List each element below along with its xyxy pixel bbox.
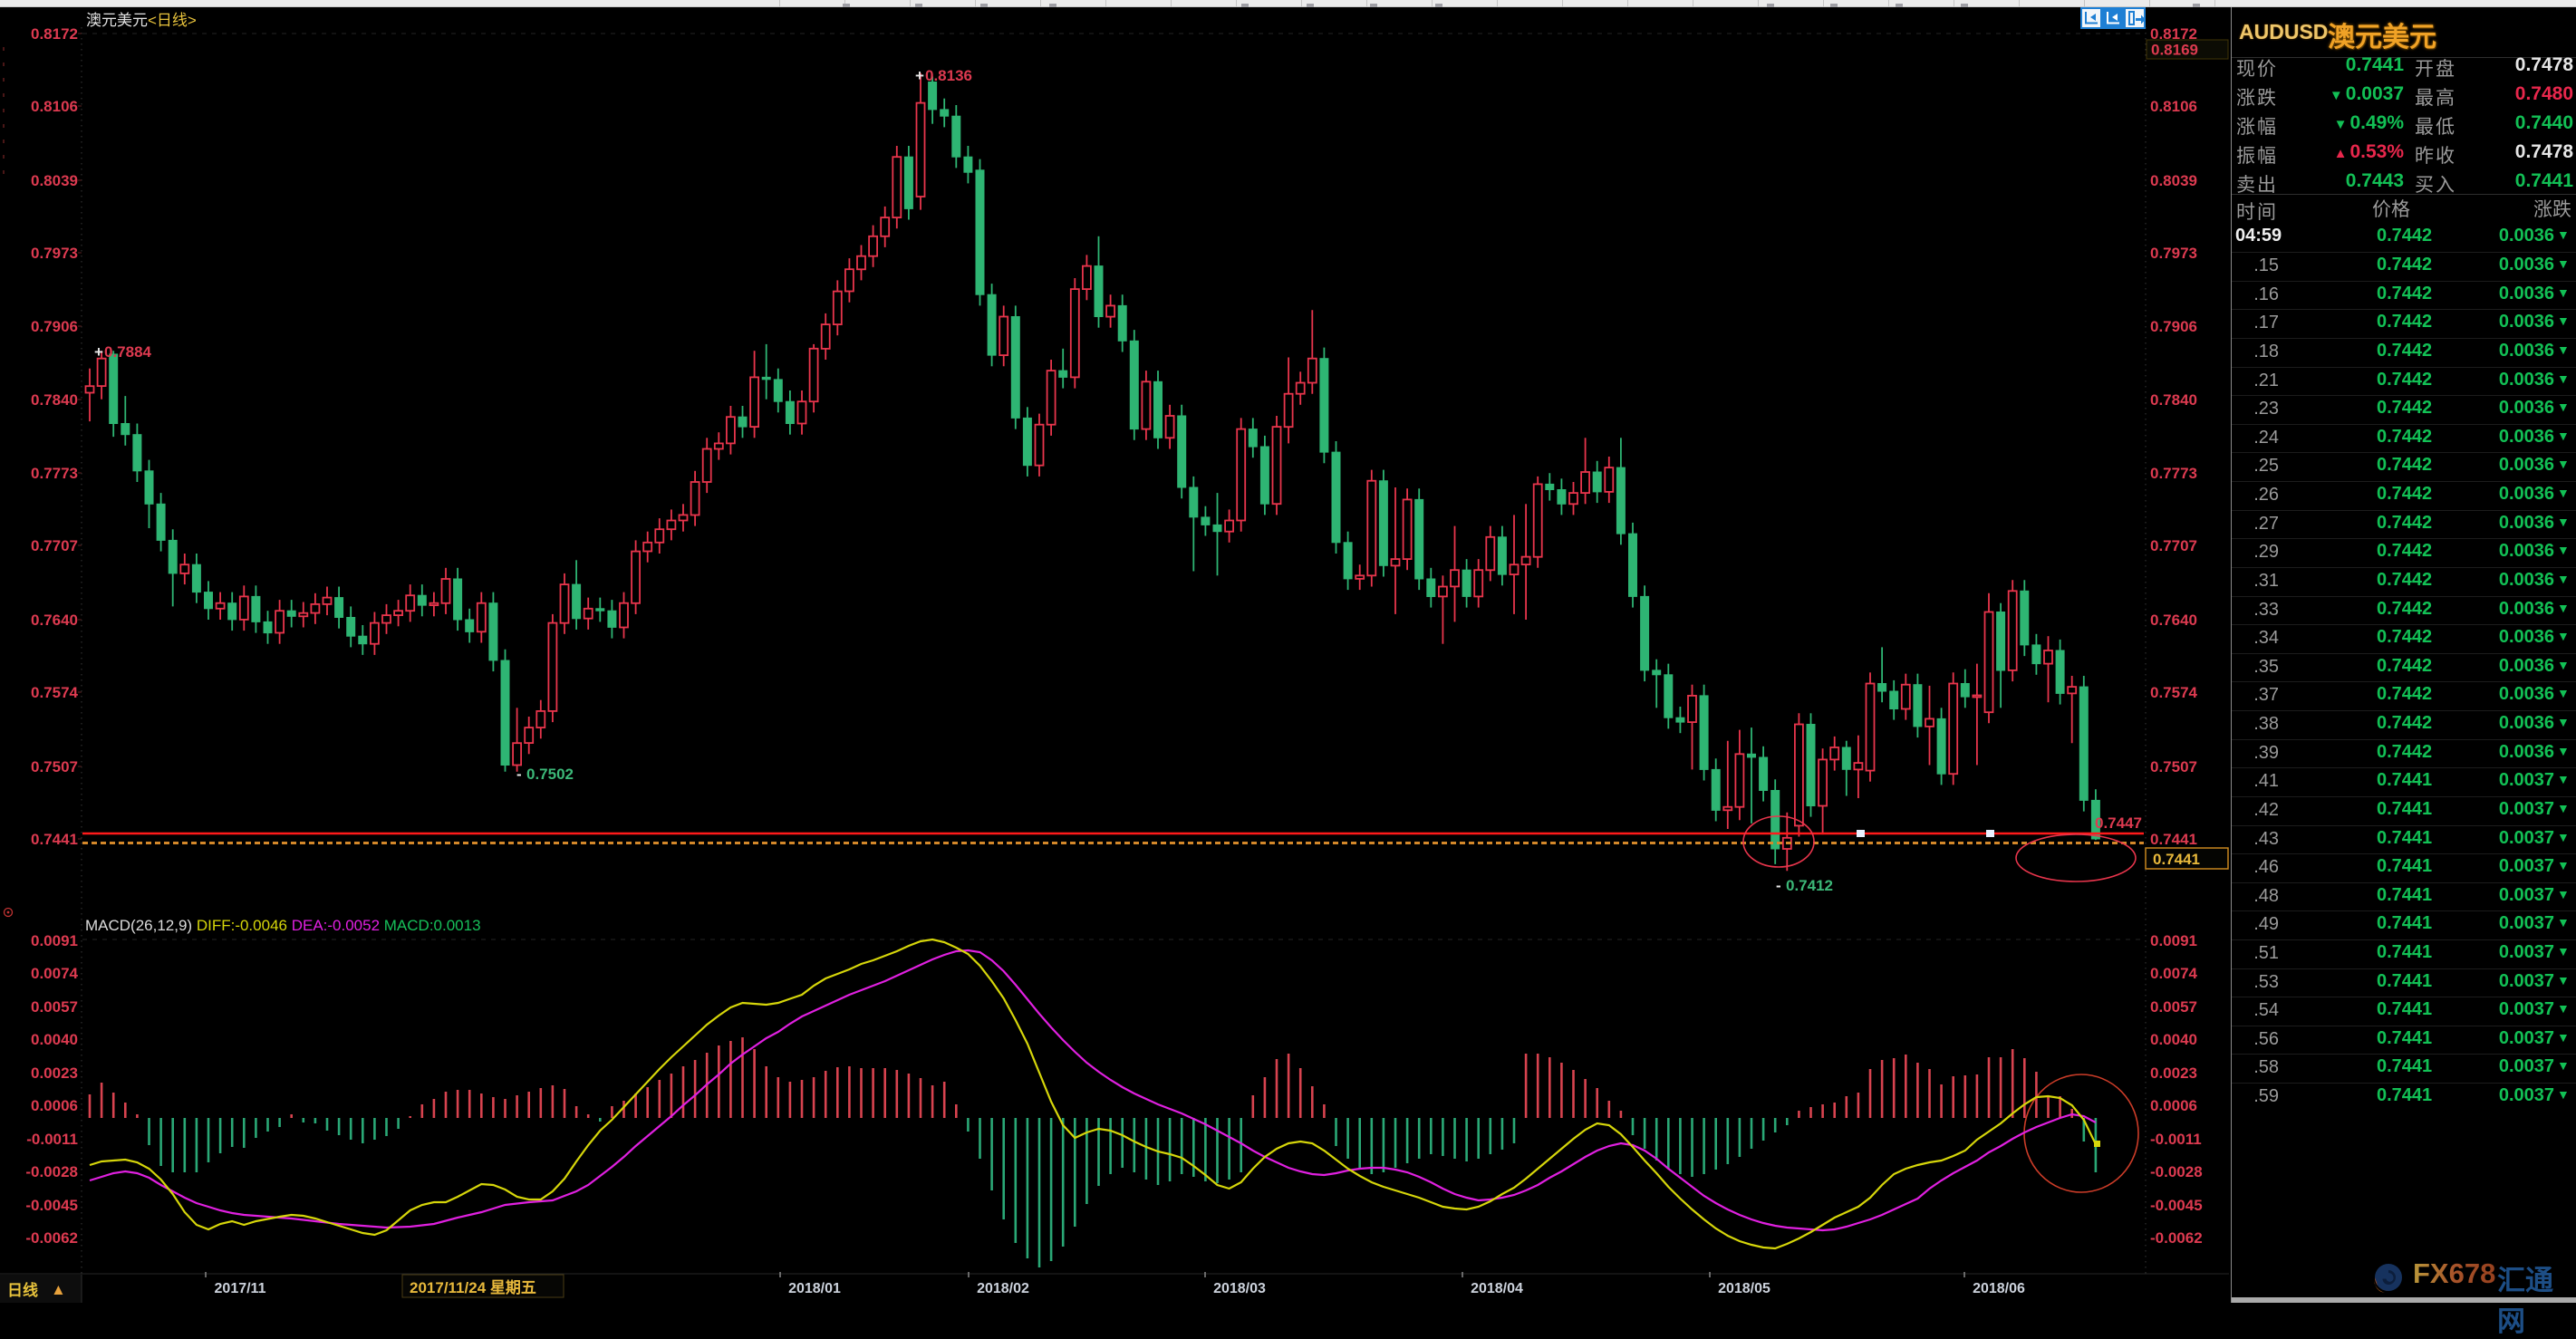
svg-text:0.8172: 0.8172: [31, 25, 78, 43]
svg-text:2017/11/24 星期五: 2017/11/24 星期五: [410, 1279, 536, 1296]
svg-text:2018/03: 2018/03: [1213, 1281, 1266, 1296]
svg-text:0.7507: 0.7507: [31, 758, 78, 775]
svg-text:0.0091: 0.0091: [31, 932, 78, 949]
svg-text:-0.0028: -0.0028: [25, 1163, 78, 1180]
svg-text:0.7574: 0.7574: [2150, 684, 2198, 701]
svg-text:0.7574: 0.7574: [31, 684, 79, 701]
svg-text:0.0057: 0.0057: [31, 998, 78, 1016]
svg-text:-0.0045: -0.0045: [2150, 1197, 2203, 1214]
svg-text:-0.0028: -0.0028: [2150, 1163, 2203, 1180]
svg-text:0.8136: 0.8136: [925, 67, 972, 84]
svg-text:0.7707: 0.7707: [2150, 537, 2197, 554]
svg-text:0.0040: 0.0040: [31, 1031, 78, 1048]
svg-text:0.7840: 0.7840: [31, 391, 78, 409]
svg-text:-0.0011: -0.0011: [26, 1131, 78, 1148]
svg-text:-0.0045: -0.0045: [25, 1197, 78, 1214]
svg-text:-0.0062: -0.0062: [25, 1229, 78, 1247]
svg-text:0.7640: 0.7640: [2150, 612, 2197, 629]
svg-text:0.8039: 0.8039: [31, 172, 78, 189]
svg-text:0.0057: 0.0057: [2150, 998, 2197, 1016]
svg-text:日线: 日线: [7, 1281, 38, 1299]
svg-text:0.0074: 0.0074: [2150, 965, 2198, 982]
svg-text:0.8039: 0.8039: [2150, 172, 2197, 189]
svg-text:澳元美元<日线>: 澳元美元<日线>: [86, 12, 197, 29]
svg-text:0.0091: 0.0091: [2150, 932, 2197, 949]
svg-text:-: -: [1776, 877, 1781, 894]
svg-text:MACD(26,12,9) DIFF:-0.0046 DEA: MACD(26,12,9) DIFF:-0.0046 DEA:-0.0052 M…: [85, 917, 481, 934]
svg-text:0.0006: 0.0006: [2150, 1097, 2197, 1114]
svg-text:0.7840: 0.7840: [2150, 391, 2197, 409]
svg-text:-0.0062: -0.0062: [2150, 1229, 2203, 1247]
svg-text:0.7507: 0.7507: [2150, 758, 2197, 775]
svg-text:0.7773: 0.7773: [31, 465, 78, 482]
svg-text:0.7640: 0.7640: [31, 612, 78, 629]
svg-text:0.8106: 0.8106: [2150, 98, 2197, 115]
svg-text:0.7441: 0.7441: [2153, 851, 2200, 868]
svg-text:0.7441: 0.7441: [2150, 831, 2197, 848]
svg-text:0.0074: 0.0074: [31, 965, 79, 982]
svg-text:0.7441: 0.7441: [31, 831, 78, 848]
svg-text:2018/04: 2018/04: [1471, 1281, 1523, 1296]
svg-text:0.7447: 0.7447: [2095, 814, 2142, 832]
svg-text:▲: ▲: [51, 1281, 66, 1298]
svg-text:0.7412: 0.7412: [1786, 877, 1833, 894]
svg-text:+: +: [94, 343, 103, 361]
svg-text:0.7502: 0.7502: [526, 766, 574, 783]
svg-text:-0.0011: -0.0011: [2150, 1131, 2202, 1148]
svg-text:0.8169: 0.8169: [2151, 42, 2198, 59]
svg-text:+: +: [915, 67, 924, 84]
svg-text:0.7884: 0.7884: [104, 343, 152, 361]
svg-text:2017/11: 2017/11: [215, 1281, 266, 1296]
svg-text:0.0006: 0.0006: [31, 1097, 78, 1114]
svg-text:0.8106: 0.8106: [31, 98, 78, 115]
svg-text:0.0040: 0.0040: [2150, 1031, 2197, 1048]
svg-text:0.7707: 0.7707: [31, 537, 78, 554]
svg-text:2018/01: 2018/01: [788, 1281, 841, 1296]
svg-text:0.8172: 0.8172: [2150, 25, 2197, 43]
svg-text:0.7906: 0.7906: [31, 318, 78, 335]
svg-text:0.7973: 0.7973: [2150, 245, 2197, 262]
svg-text:2018/02: 2018/02: [977, 1281, 1029, 1296]
svg-text:0.7906: 0.7906: [2150, 318, 2197, 335]
svg-text:0.7973: 0.7973: [31, 245, 78, 262]
svg-text:2018/06: 2018/06: [1973, 1281, 2025, 1296]
svg-text:2018/05: 2018/05: [1718, 1281, 1770, 1296]
svg-text:0.0023: 0.0023: [31, 1064, 78, 1082]
svg-text:0.7773: 0.7773: [2150, 465, 2197, 482]
svg-text:0.0023: 0.0023: [2150, 1064, 2197, 1082]
svg-text:-: -: [516, 766, 522, 783]
